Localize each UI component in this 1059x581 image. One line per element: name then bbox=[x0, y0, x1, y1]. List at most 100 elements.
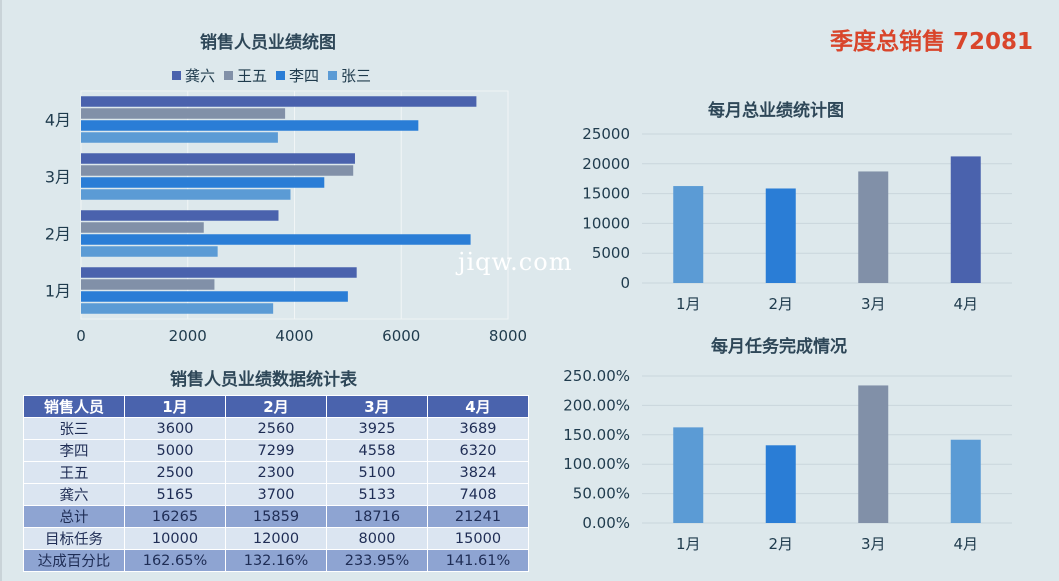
task-completion-x-label: 3月 bbox=[861, 535, 886, 553]
monthly-total-bar bbox=[950, 156, 981, 283]
hbar-chart-title: 销售人员业绩统图 bbox=[200, 33, 336, 53]
hbar-bar bbox=[81, 291, 348, 302]
hbar-bar bbox=[81, 279, 215, 290]
value-cell: 3689 bbox=[427, 417, 529, 440]
hbar-bar bbox=[81, 96, 477, 107]
hbar-bar bbox=[81, 153, 355, 164]
monthly-total-y-tick: 0 bbox=[620, 274, 630, 292]
task-completion-bar bbox=[950, 439, 981, 523]
row-label-cell: 达成百分比 bbox=[23, 549, 125, 572]
hbar-bar bbox=[81, 267, 357, 278]
legend-swatch bbox=[328, 71, 337, 80]
value-cell: 162.65% bbox=[124, 549, 226, 572]
monthly-total-y-tick: 10000 bbox=[582, 214, 630, 232]
quarter-total-value: 72081 bbox=[952, 29, 1033, 55]
task-completion-bar bbox=[765, 445, 796, 523]
header-cell: 4月 bbox=[427, 395, 529, 418]
table-row: 目标任务 10000 12000 8000 15000 bbox=[23, 527, 529, 550]
hbar-x-tick: 8000 bbox=[489, 327, 527, 345]
value-cell: 5165 bbox=[124, 483, 226, 506]
row-label-cell: 李四 bbox=[23, 439, 125, 462]
monthly-total-y-tick: 25000 bbox=[582, 125, 630, 143]
task-completion-bar bbox=[673, 427, 704, 523]
row-label-cell: 龚六 bbox=[23, 483, 125, 506]
hbar-bar bbox=[81, 234, 471, 245]
value-cell: 5000 bbox=[124, 439, 226, 462]
hbar-bar bbox=[81, 108, 286, 119]
legend-label: 王五 bbox=[237, 67, 267, 85]
table-row: 张三 3600 2560 3925 3689 bbox=[23, 417, 529, 440]
value-cell: 8000 bbox=[326, 527, 428, 550]
value-cell: 6320 bbox=[427, 439, 529, 462]
monthly-total-y-tick: 5000 bbox=[592, 244, 630, 262]
legend-swatch bbox=[172, 71, 181, 80]
header-cell: 2月 bbox=[225, 395, 327, 418]
value-cell: 2560 bbox=[225, 417, 327, 440]
quarter-total: 季度总销售 72081 bbox=[830, 22, 1033, 56]
row-label-cell: 张三 bbox=[23, 417, 125, 440]
task-completion-x-label: 1月 bbox=[676, 535, 701, 553]
monthly-total-x-label: 1月 bbox=[676, 295, 701, 313]
monthly-total-y-tick: 20000 bbox=[582, 155, 630, 173]
row-label-cell: 目标任务 bbox=[23, 527, 125, 550]
monthly-total-chart: 25000 20000 15000 10000 5000 0 1月 2月 3月 4月 bbox=[582, 125, 1012, 313]
table-row: 李四 5000 7299 4558 6320 bbox=[23, 439, 529, 462]
task-completion-y-tick: 100.00% bbox=[563, 455, 630, 473]
value-cell: 5133 bbox=[326, 483, 428, 506]
value-cell: 2300 bbox=[225, 461, 327, 484]
task-completion-chart: 250.00% 200.00% 150.00% 100.00% 50.00% 0.00% 1… bbox=[563, 367, 1012, 553]
hbar-bar bbox=[81, 165, 354, 176]
monthly-total-bar bbox=[673, 186, 704, 283]
legend-label: 李四 bbox=[289, 67, 319, 85]
value-cell: 21241 bbox=[427, 505, 529, 528]
value-cell: 10000 bbox=[124, 527, 226, 550]
value-cell: 15859 bbox=[225, 505, 327, 528]
monthly-total-bar bbox=[765, 188, 796, 283]
task-completion-bar bbox=[858, 385, 889, 523]
monthly-total-x-label: 4月 bbox=[953, 295, 978, 313]
hbar-bar bbox=[81, 189, 291, 200]
hbar-category-label: 1月 bbox=[45, 282, 71, 301]
left-edge-divider bbox=[0, 0, 2, 581]
monthly-total-y-tick: 15000 bbox=[582, 185, 630, 203]
task-completion-y-tick: 0.00% bbox=[582, 514, 630, 532]
monthly-total-bar bbox=[858, 171, 889, 283]
value-cell: 141.61% bbox=[427, 549, 529, 572]
task-completion-y-tick: 200.00% bbox=[563, 396, 630, 414]
table-header-row: 销售人员 1月 2月 3月 4月 bbox=[23, 395, 529, 418]
value-cell: 3700 bbox=[225, 483, 327, 506]
legend-label: 张三 bbox=[341, 67, 371, 85]
value-cell: 3600 bbox=[124, 417, 226, 440]
watermark-text: jiqw.com bbox=[458, 248, 573, 276]
task-completion-x-label: 2月 bbox=[768, 535, 793, 553]
hbar-legend: 龚六 王五 李四 张三 bbox=[172, 67, 371, 85]
header-cell: 3月 bbox=[326, 395, 428, 418]
sales-stats-table: 销售人员 1月 2月 3月 4月 张三 3600 2560 3925 3689 李四 500… bbox=[23, 395, 529, 572]
value-cell: 132.16% bbox=[225, 549, 327, 572]
hbar-bar bbox=[81, 177, 325, 188]
value-cell: 3925 bbox=[326, 417, 428, 440]
table-row: 王五 2500 2300 5100 3824 bbox=[23, 461, 529, 484]
hbar-bar bbox=[81, 120, 419, 131]
value-cell: 15000 bbox=[427, 527, 529, 550]
monthly-total-x-label: 2月 bbox=[768, 295, 793, 313]
table-title: 销售人员业绩数据统计表 bbox=[170, 370, 357, 390]
header-cell: 1月 bbox=[124, 395, 226, 418]
hbar-category-label: 2月 bbox=[45, 225, 71, 244]
value-cell: 16265 bbox=[124, 505, 226, 528]
hbar-x-tick: 6000 bbox=[382, 327, 420, 345]
legend-label: 龚六 bbox=[185, 67, 215, 85]
legend-swatch bbox=[276, 71, 285, 80]
row-label-cell: 王五 bbox=[23, 461, 125, 484]
hbar-category-label: 4月 bbox=[45, 111, 71, 130]
hbar-chart: 龚六 王五 李四 张三 1月 2月 3月 4月 0 2000 4000 6000 8000 bbox=[45, 67, 527, 345]
value-cell: 18716 bbox=[326, 505, 428, 528]
hbar-bar bbox=[81, 210, 279, 221]
hbar-category-label: 3月 bbox=[45, 168, 71, 187]
value-cell: 2500 bbox=[124, 461, 226, 484]
legend-swatch bbox=[224, 71, 233, 80]
value-cell: 3824 bbox=[427, 461, 529, 484]
task-completion-chart-title: 每月任务完成情况 bbox=[711, 337, 847, 357]
value-cell: 4558 bbox=[326, 439, 428, 462]
value-cell: 7299 bbox=[225, 439, 327, 462]
